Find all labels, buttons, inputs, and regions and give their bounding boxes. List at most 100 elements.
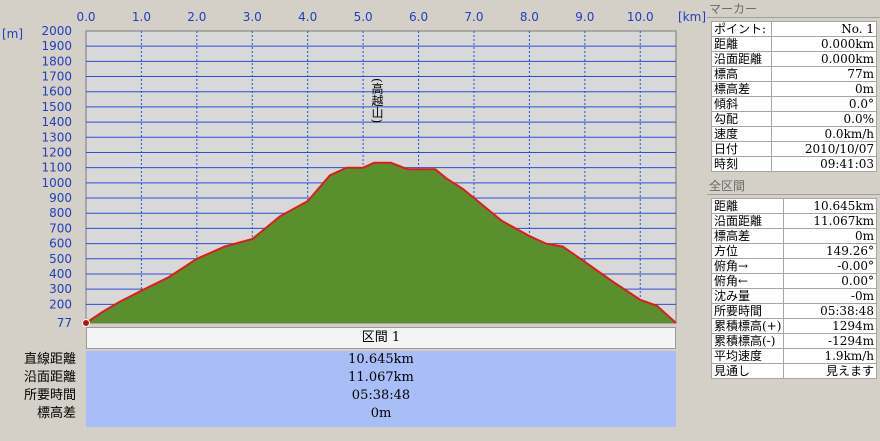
panel-row-label: 日付: [711, 141, 772, 157]
summary-label-straight: 直線距離: [23, 352, 76, 367]
summary-labels: 直線距離 沿面距離 所要時間 標高差: [0, 351, 84, 423]
panel-row: 標高差 0m: [710, 228, 877, 244]
panel-row-label: 速度: [711, 126, 772, 142]
panel-row-value: 0.00°: [783, 273, 877, 289]
y-tick-label: 400: [49, 267, 72, 281]
summary-value-time: 05:38:48: [351, 388, 411, 403]
x-tick-label: 7.0: [464, 10, 483, 24]
panel-row-label: 勾配: [711, 111, 772, 127]
panel-row-value: 0.0°: [771, 96, 877, 112]
panel-row-label: 方位: [710, 243, 785, 259]
summary-label-surface: 沿面距離: [23, 370, 76, 385]
x-unit-label: [km]: [678, 10, 706, 24]
panel-row: ポイント: No. 1: [711, 21, 877, 37]
panel-row-value: 05:38:48: [783, 303, 877, 319]
x-tick-label: 5.0: [354, 10, 373, 24]
y-tick-label: 1200: [41, 145, 72, 159]
panel-row-value: 2010/10/07: [771, 141, 877, 157]
x-tick-label: 0.0: [76, 10, 95, 24]
panel-row-value: 見えます: [783, 363, 877, 379]
section-header[interactable]: 区間 1: [86, 327, 676, 349]
panel-row-value: 0m: [783, 228, 877, 244]
panel-row-label: 距離: [711, 36, 772, 52]
panel-row: 日付 2010/10/07: [711, 141, 877, 157]
y-tick-label: 800: [49, 206, 72, 220]
y-unit-label: [m]: [2, 27, 23, 41]
panel-row-label: 標高: [711, 66, 772, 82]
panel-row-value: 0.000km: [771, 36, 877, 52]
y-tick-label: 300: [49, 282, 72, 296]
marker-table: ポイント: No. 1 距離 0.000km 沿面距離 0.000km 標高 77m 標高差 0m…: [711, 21, 877, 172]
x-tick-label: 2.0: [187, 10, 206, 24]
y-tick-label: 1400: [41, 115, 72, 129]
y-tick-label: 77: [57, 316, 72, 327]
panel-row-label: 所要時間: [710, 303, 785, 319]
y-tick-label: 1900: [41, 39, 72, 53]
panel-row-value: 1.9km/h: [783, 348, 877, 364]
y-tick-label: 900: [49, 191, 72, 205]
panel-row-label: 時刻: [711, 156, 772, 172]
peak-annotation: (高越山): [370, 78, 384, 123]
panel-row-value: -1294m: [783, 333, 877, 349]
panel-row-label: ポイント:: [711, 21, 772, 37]
summary-value-surface: 11.067km: [348, 370, 414, 385]
panel-row: 距離 0.000km: [711, 36, 877, 52]
panel-row-value: 149.26°: [783, 243, 877, 259]
panel-row-value: 0.0km/h: [771, 126, 877, 142]
y-tick-label: 1700: [41, 70, 72, 84]
panel-row-value: 0.0%: [771, 111, 877, 127]
y-tick-label: 1600: [41, 85, 72, 99]
summary-label-time: 所要時間: [23, 388, 76, 403]
panel-row: 速度 0.0km/h: [711, 126, 877, 142]
elevation-chart[interactable]: 2000 1900 1800 1700 1600 1500 1400 1300 1200 1100…: [0, 0, 706, 327]
y-tick-label: 1300: [41, 130, 72, 144]
x-tick-label: 8.0: [520, 10, 539, 24]
panel-row-label: 見通し: [710, 363, 785, 379]
panel-row-value: 0.000km: [771, 51, 877, 67]
panel-row-label: 沿面距離: [711, 51, 772, 67]
panel-row-label: 累積標高(+): [710, 318, 785, 334]
panel-row-value: 1294m: [783, 318, 877, 334]
panel-row-value: -0m: [783, 288, 877, 304]
panel-row: 沿面距離 11.067km: [710, 213, 877, 229]
x-tick-label: 9.0: [575, 10, 594, 24]
panel-row: 沈み量 -0m: [710, 288, 877, 304]
panel-row: 傾斜 0.0°: [711, 96, 877, 112]
panel-row: 方位 149.26°: [710, 243, 877, 259]
panel-row: 累積標高(+) 1294m: [710, 318, 877, 334]
x-tick-label: 4.0: [298, 10, 317, 24]
elevation-line: [85, 161, 677, 324]
panel-row-label: 平均速度: [710, 348, 785, 364]
all-section-table: 距離 10.645km 沿面距離 11.067km 標高差 0m 方位 149.26° 俯角→ -…: [710, 198, 877, 379]
y-tick-label: 200: [49, 297, 72, 311]
panel-row-value: -0.00°: [783, 258, 877, 274]
panel-row: 勾配 0.0%: [711, 111, 877, 127]
panel-row: 俯角← 0.00°: [710, 273, 877, 289]
section-label: 区間 1: [361, 330, 401, 345]
panel-row-value: 10.645km: [783, 198, 877, 214]
x-tick-label: 1.0: [132, 10, 151, 24]
panel-row-label: 俯角←: [710, 273, 785, 289]
panel-row: 距離 10.645km: [710, 198, 877, 214]
panel-row-label: 沈み量: [710, 288, 785, 304]
summary-values: 10.645km 11.067km 05:38:48 0m: [86, 351, 676, 427]
y-tick-label: 1100: [41, 161, 72, 175]
panel-row: 所要時間 05:38:48: [710, 303, 877, 319]
panel-row: 沿面距離 0.000km: [711, 51, 877, 67]
x-tick-label: 3.0: [243, 10, 262, 24]
summary-label-elev-diff: 標高差: [36, 406, 76, 421]
summary-value-straight: 10.645km: [348, 352, 414, 367]
panel-row-label: 俯角→: [710, 258, 785, 274]
panel-row-value: 0m: [771, 81, 877, 97]
summary-value-elev-diff: 0m: [370, 406, 392, 421]
panel-row-label: 標高差: [710, 228, 785, 244]
panel-row-value: 77m: [771, 66, 877, 82]
panel-row: 累積標高(-) -1294m: [710, 333, 877, 349]
panel-row-value: No. 1: [771, 21, 877, 37]
y-tick-label: 600: [49, 237, 72, 251]
panel-row-label: 沿面距離: [710, 213, 785, 229]
panel-row: 標高 77m: [711, 66, 877, 82]
panel-row: 俯角→ -0.00°: [710, 258, 877, 274]
panel-row: 標高差 0m: [711, 81, 877, 97]
